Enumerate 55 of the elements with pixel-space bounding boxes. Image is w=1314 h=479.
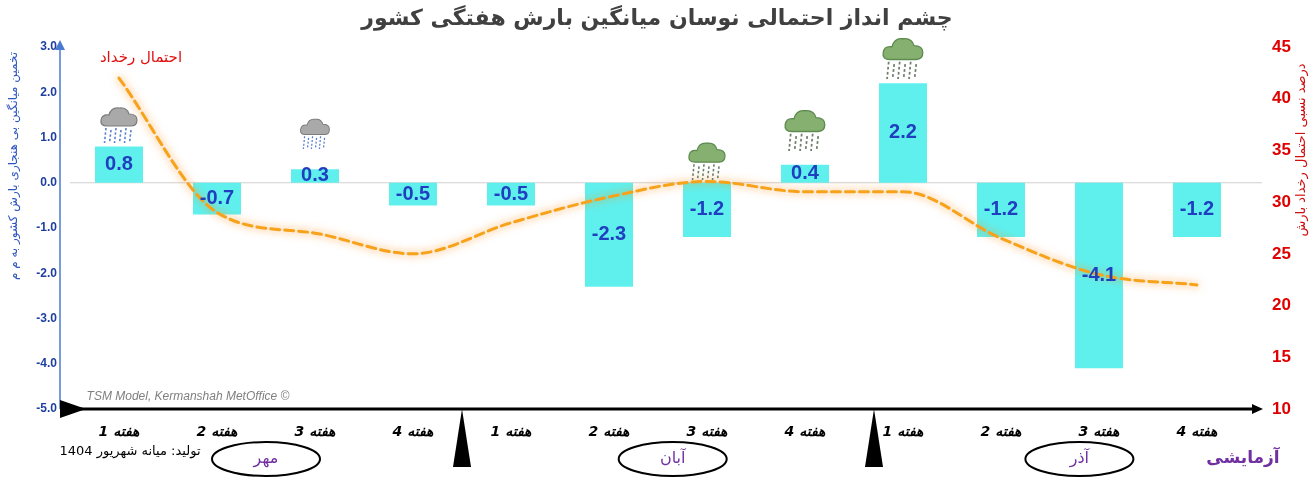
x-tick-label: هفته 1	[490, 422, 533, 439]
y-tick-label: -2.0	[36, 265, 58, 280]
data-label: -1.2	[983, 197, 1019, 220]
y-tick-label: 3.0	[40, 39, 58, 54]
y-axis-title: تخمین میانگین بی هنجاری بارش کشور به م م	[6, 51, 22, 281]
y-tick-label: -4.0	[36, 356, 58, 371]
y-tick-label: -3.0	[36, 310, 58, 325]
bar	[1074, 182, 1124, 369]
y2-tick-label: 15	[1272, 346, 1291, 366]
bar	[878, 83, 928, 183]
annotation: TSM Model, Kermanshah MetOffice ©	[86, 389, 290, 404]
y-tick-label: 0.0	[40, 175, 58, 190]
chart-title: چشم انداز احتمالی نوسان میانگین بارش هفتگی کشور	[360, 3, 953, 31]
series-label: احتمال رخداد	[99, 48, 183, 67]
x-tick-label: هفته 3	[1078, 422, 1121, 439]
data-label: -1.2	[689, 197, 725, 220]
y2-tick-label: 10	[1272, 398, 1291, 418]
y2-tick-label: 45	[1272, 36, 1291, 56]
x-tick-label: هفته 2	[588, 422, 631, 439]
data-label: -0.5	[493, 181, 529, 204]
y2-tick-label: 25	[1272, 243, 1291, 263]
text: مهر	[252, 448, 279, 469]
data-label: -2.3	[591, 222, 627, 245]
data-label: -0.5	[395, 181, 431, 204]
bar	[584, 182, 634, 287]
y-tick-label: -5.0	[36, 401, 58, 416]
data-label: 2.2	[889, 120, 917, 143]
text: تولید: میانه شهریور 1404	[59, 443, 201, 460]
x-tick-label: هفته 1	[882, 422, 925, 439]
x-tick-label: هفته 4	[391, 422, 435, 439]
bar	[682, 182, 732, 238]
y-tick-label: -1.0	[36, 220, 58, 235]
bar	[1172, 182, 1222, 238]
y2-tick-label: 40	[1272, 88, 1291, 108]
y2-tick-label: 20	[1272, 295, 1291, 315]
x-tick-label: هفته 2	[196, 422, 239, 439]
text: آذر	[1068, 448, 1091, 469]
data-label: 0.8	[105, 152, 133, 175]
y2-axis-title: درصد نسبی احتمال رخداد بارش	[1293, 63, 1310, 237]
y2-tick-label: 30	[1272, 191, 1291, 211]
x-tick-label: هفته 3	[294, 422, 337, 439]
data-label: 0.3	[301, 163, 329, 186]
data-label: -1.2	[1179, 197, 1215, 220]
data-label: 0.4	[791, 161, 820, 184]
y2-tick-label: 35	[1272, 140, 1291, 160]
text: آزمایشی	[1206, 446, 1281, 468]
y-tick-label: 2.0	[40, 84, 58, 99]
x-tick-label: هفته 4	[783, 422, 827, 439]
text: آبان	[659, 448, 688, 468]
x-tick-label: هفته 4	[1175, 422, 1219, 439]
x-tick-label: هفته 2	[980, 422, 1023, 439]
y-tick-label: 1.0	[40, 129, 58, 144]
x-tick-label: هفته 3	[686, 422, 729, 439]
x-tick-label: هفته 1	[98, 422, 141, 439]
data-label: -0.7	[199, 186, 235, 209]
